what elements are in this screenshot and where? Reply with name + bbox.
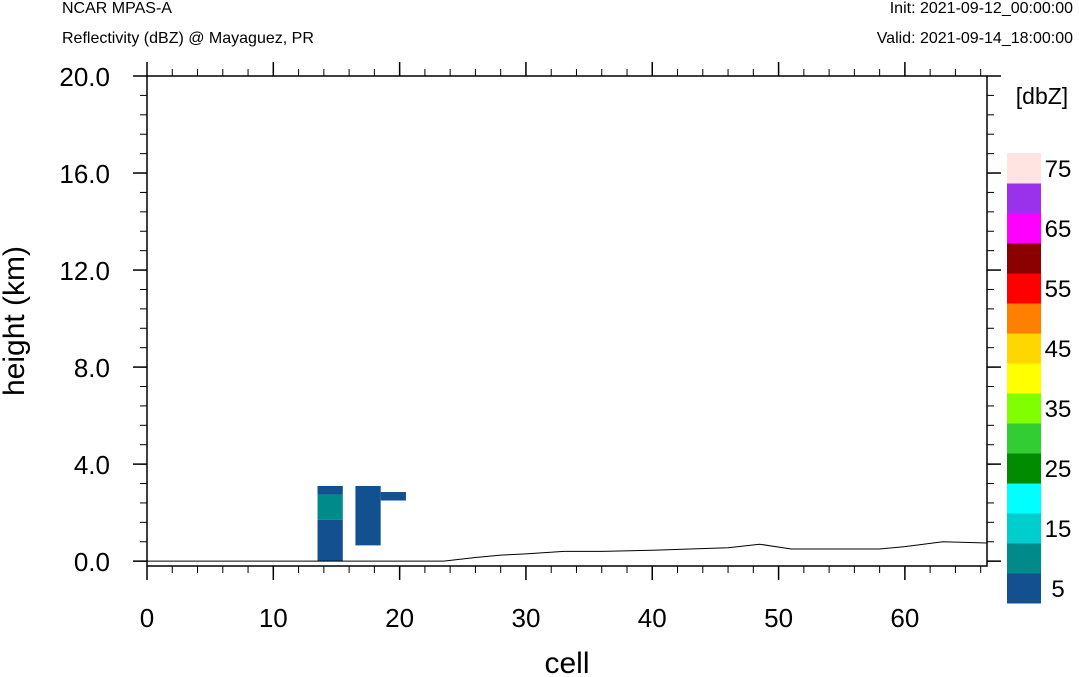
colorbar: 5 15 25 35 45 55 65 75	[1007, 153, 1071, 604]
x-axis-label: cell	[544, 647, 589, 677]
y-tick-label: 12.0	[59, 256, 110, 286]
colorbar-swatch	[1007, 513, 1041, 544]
colorbar-swatch	[1007, 303, 1041, 334]
x-tick-label: 50	[764, 603, 793, 633]
colorbar-swatch	[1007, 363, 1041, 394]
colorbar-tick-label: 65	[1045, 216, 1072, 243]
terrain-profile	[147, 541, 988, 562]
model-name: NCAR MPAS-A	[62, 0, 172, 17]
terrain-line	[147, 541, 988, 562]
reflectivity-cell	[317, 494, 343, 520]
colorbar-tick-label: 45	[1045, 336, 1072, 363]
reflectivity-cell	[355, 485, 381, 546]
colorbar-tick-label: 5	[1051, 576, 1064, 603]
reflectivity-cell	[317, 519, 343, 562]
colorbar-swatch	[1007, 153, 1041, 184]
x-tick-label: 30	[511, 603, 540, 633]
colorbar-swatch	[1007, 213, 1041, 244]
colorbar-tick-label: 55	[1045, 276, 1072, 303]
colorbar-tick-label: 15	[1045, 516, 1072, 543]
colorbar-swatch	[1007, 483, 1041, 514]
colorbar-tick-label: 35	[1045, 396, 1072, 423]
x-tick-label: 40	[638, 603, 667, 633]
x-tick-label: 60	[890, 603, 919, 633]
x-tick-label: 10	[259, 603, 288, 633]
init-time: Init: 2021-09-12_00:00:00	[889, 0, 1073, 17]
colorbar-tick-label: 75	[1045, 156, 1072, 183]
colorbar-swatch	[1007, 183, 1041, 214]
y-axis-label: height (km)	[0, 246, 31, 396]
y-tick-label: 8.0	[74, 353, 110, 383]
colorbar-unit-label: [dbZ]	[1016, 83, 1068, 109]
colorbar-swatch	[1007, 393, 1041, 424]
colorbar-swatch	[1007, 573, 1041, 604]
axes: 0 10 20 30 40 50 60 0.0 4.0 8.0 12.0 16.0 20.0	[59, 62, 1001, 633]
valid-time: Valid: 2021-09-14_18:00:00	[876, 30, 1073, 47]
reflectivity-cell	[317, 485, 343, 495]
y-tick-label: 16.0	[59, 159, 110, 189]
y-tick-label: 4.0	[74, 450, 110, 480]
y-tick-label: 0.0	[74, 547, 110, 577]
colorbar-tick-label: 25	[1045, 456, 1072, 483]
y-tick-label: 20.0	[59, 62, 110, 92]
colorbar-swatch	[1007, 333, 1041, 364]
colorbar-swatch	[1007, 453, 1041, 484]
colorbar-swatch	[1007, 243, 1041, 274]
x-tick-label: 0	[140, 603, 154, 633]
x-tick-label: 20	[385, 603, 414, 633]
colorbar-swatch	[1007, 543, 1041, 574]
reflectivity-cell	[380, 492, 406, 501]
colorbar-swatch	[1007, 273, 1041, 304]
colorbar-swatch	[1007, 423, 1041, 454]
plot-subtitle: Reflectivity (dBZ) @ Mayaguez, PR	[62, 30, 314, 47]
plot-frame	[146, 75, 988, 567]
reflectivity-cells	[317, 485, 406, 562]
